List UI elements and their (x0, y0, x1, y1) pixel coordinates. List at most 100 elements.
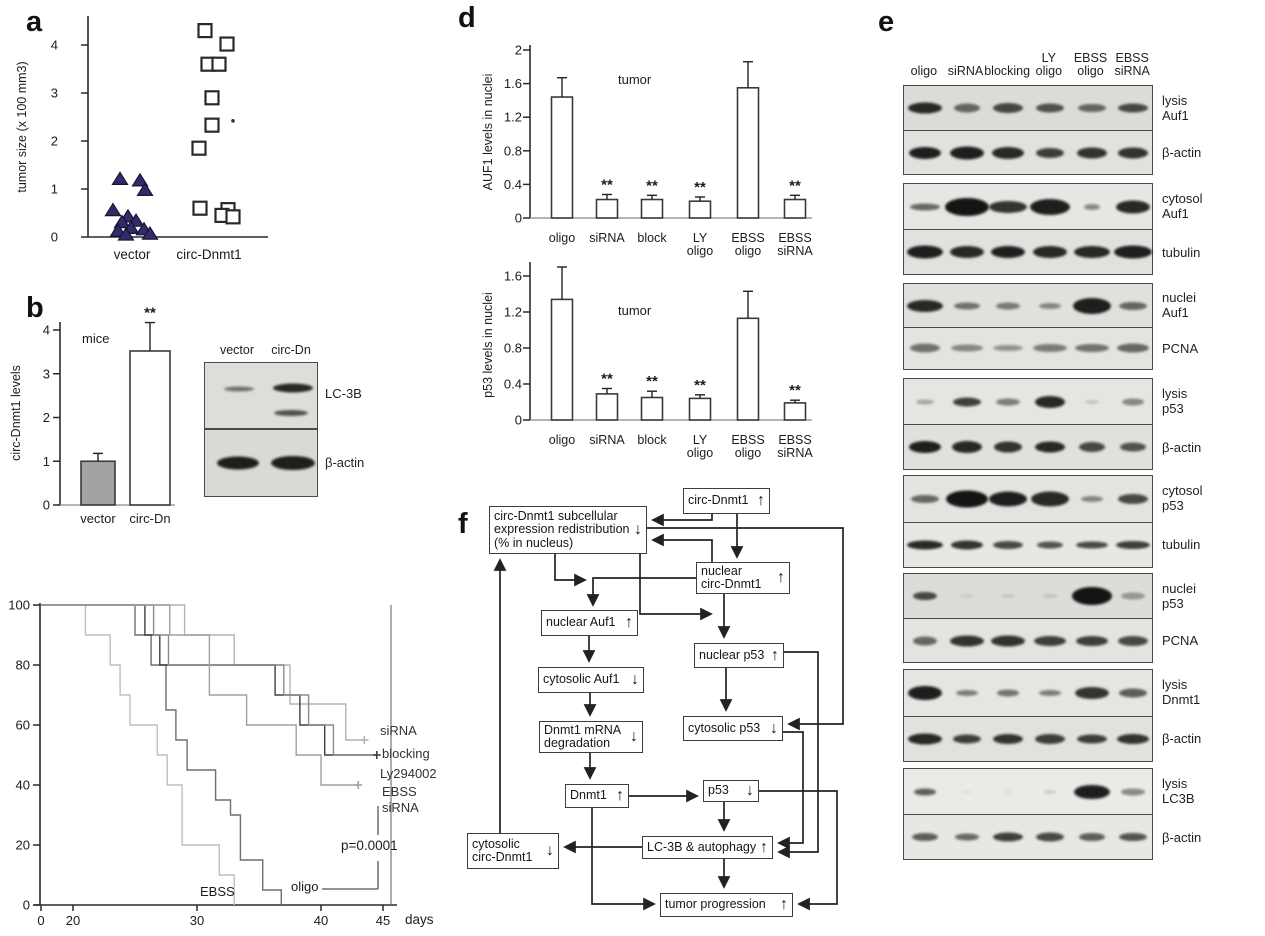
decrease-arrow-icon: ↓ (770, 719, 778, 737)
panel-d1-ylabel: AUF1 levels in nuclei (481, 73, 495, 191)
panel_d_auf1-bar (550, 96, 574, 219)
survival-curve-Ly294002 (41, 604, 374, 756)
blot-band (907, 733, 942, 745)
panel_d_p53-x-category: siRNA (589, 433, 625, 447)
blot-e-row (903, 715, 1153, 762)
flow-arrow (777, 731, 804, 850)
panel_d_p53-y-tick-label: 0 (515, 413, 522, 428)
flow-box-text: circ-Dnmt1 (688, 493, 749, 508)
panel_d_p53-y-tick-label: 0.4 (504, 377, 522, 392)
flow-box-text: nuclear circ-Dnmt1 (701, 563, 762, 591)
blot-band (1038, 690, 1061, 696)
flow-box-lc3b: LC-3B & autophagy ↑ (642, 836, 773, 859)
panel-d1-note: tumor (618, 72, 652, 87)
blot-band (217, 456, 259, 470)
decrease-arrow-icon: ↓ (746, 782, 754, 799)
panel-d2-ylabel: p53 levels in nuclei (481, 292, 495, 398)
panel_d_p53-y-tick-label: 0.8 (504, 341, 522, 356)
blot-band (1032, 246, 1067, 258)
panel_d_p53-y-tick-label: 1.6 (504, 269, 522, 284)
panel_d_p53-x-category: oligo (735, 446, 761, 460)
blot-band (993, 103, 1024, 114)
blot-e-row-label: PCNA (1162, 633, 1199, 648)
panel-label-e: e (878, 6, 895, 38)
blot-e-row (903, 424, 1153, 470)
blot-band (1116, 200, 1151, 214)
survival-curve-EBSS-siRNA (41, 604, 359, 786)
survival-x-tick-label: 30 (190, 913, 204, 928)
blot-e-row-label: β-actin (1162, 145, 1202, 160)
blot-band (1030, 491, 1069, 507)
scatter-point-circ-dnmt1 (211, 56, 227, 72)
panel-a-y-tick-label: 1 (51, 182, 58, 197)
blot-e-row-label: PCNA (1162, 340, 1199, 356)
blot-band (951, 441, 982, 453)
blot-band (913, 788, 936, 796)
blot-band (271, 456, 315, 470)
blot-band (1032, 344, 1067, 353)
panel_d_p53-sig: ** (789, 382, 801, 399)
scatter-point-circ-dnmt1 (225, 209, 241, 225)
blot-e-row-label: β-actin (1162, 829, 1202, 845)
survival-curve-oligo (41, 604, 282, 905)
panel_d_auf1-bar (640, 198, 664, 219)
survival-curve-label-oligo: oligo (291, 879, 319, 894)
panel_d_p53-y-tick-label: 1.2 (504, 305, 522, 320)
panel_b-x-category: vector (80, 511, 116, 526)
blot-e-row-label: lysis Auf1 (1162, 92, 1189, 123)
panel_b-y-tick-label: 4 (43, 323, 50, 338)
scatter-point-circ-dnmt1 (197, 23, 213, 39)
panel-a-y-tick-label: 4 (51, 38, 58, 53)
flow-box-text: Dnmt1 mRNA degradation (544, 722, 622, 750)
blot-b-row-label-bactin: β-actin (325, 455, 365, 470)
blot-e-row (903, 229, 1153, 275)
survival-y-tick-label: 0 (23, 898, 30, 913)
legend-ebss: EBSS (382, 784, 417, 799)
blot-band (1078, 442, 1105, 452)
panel_d_auf1-x-category: oligo (687, 244, 713, 258)
panel_d_auf1-x-category: EBSS (778, 231, 811, 245)
blot-e-lane-label: EBSS siRNA (1114, 51, 1150, 78)
panel-label-f: f (458, 508, 468, 540)
blot-band (994, 441, 1023, 453)
panel_d_p53-bar (736, 317, 760, 421)
blot-e-row (903, 283, 1153, 328)
panel_d_auf1-bar (736, 87, 760, 219)
blot-band (945, 490, 988, 508)
flow-arrow (586, 577, 696, 607)
panel_d_auf1-bar (783, 198, 807, 219)
blot-band (953, 302, 980, 309)
scatter-point-vector (131, 172, 149, 187)
panel_d_p53-bar (595, 393, 619, 421)
panel-b-annotation: mice (82, 331, 110, 346)
panel_d_auf1-y-tick-label: 0.4 (504, 177, 522, 192)
panel_d_p53-x-category: block (637, 433, 667, 447)
legend-sirna: siRNA (380, 723, 417, 738)
blot-band (993, 345, 1024, 352)
flow-box-redis: circ-Dnmt1 subcellular expression redist… (489, 506, 647, 554)
flow-arrow (651, 513, 713, 527)
panel_d_p53-x-category: oligo (687, 446, 713, 460)
blot-e-row (903, 573, 1153, 620)
blot-band (908, 146, 941, 159)
panel_d_auf1-y-tick-label: 2 (515, 43, 522, 58)
survival-curve-siRNA (41, 604, 365, 741)
blot-band (1117, 343, 1150, 353)
panel_d_p53-x-category: EBSS (731, 433, 764, 447)
blot-band (996, 398, 1021, 406)
scatter-point-vector (117, 226, 135, 241)
scatter-point-vector (141, 225, 159, 240)
blot-b-lane-vector: vector (219, 343, 255, 357)
panel-a-y-tick-label: 2 (51, 134, 58, 149)
panel_d_auf1-bar (595, 198, 619, 219)
blot-band (907, 102, 942, 114)
panel_d_auf1-x-category: oligo (549, 231, 575, 245)
flow-box-circ: circ-Dnmt1 ↑ (683, 488, 770, 514)
blot-e-row (903, 768, 1153, 816)
blot-band (949, 246, 984, 258)
flow-arrow (639, 554, 713, 621)
blot-b-row-label-lc3b: LC-3B (325, 386, 362, 401)
blot-band (1119, 688, 1148, 698)
blot-band (1074, 344, 1109, 353)
